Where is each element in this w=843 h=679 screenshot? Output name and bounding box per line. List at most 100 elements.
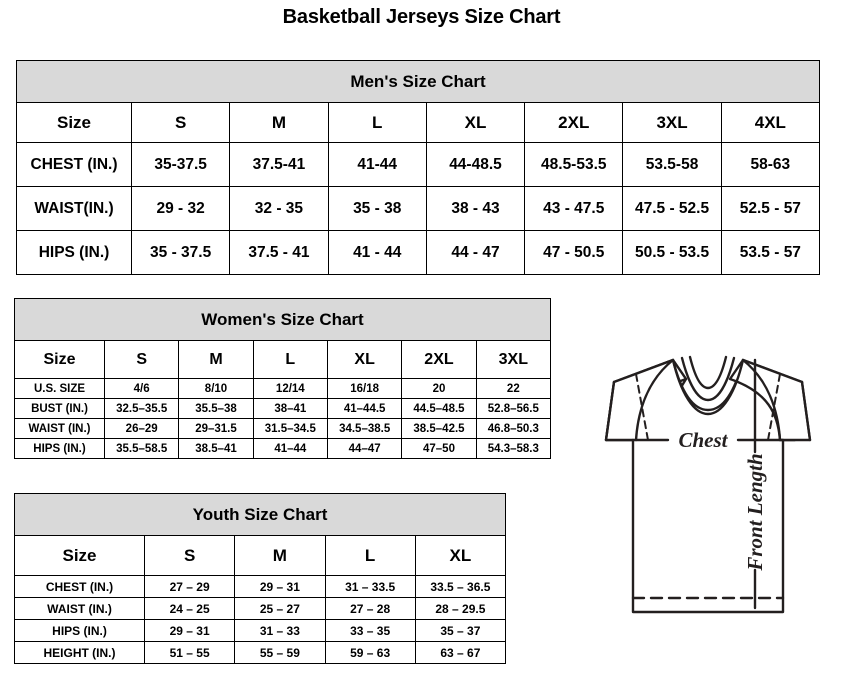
- column-header-xl: XL: [326, 340, 403, 379]
- row-label-us-size: U.S. SIZE: [14, 378, 105, 399]
- cell-hips-3xl: 50.5 - 53.5: [622, 230, 722, 275]
- cell-hips-2xl: 47 - 50.5: [524, 230, 624, 275]
- left-armhole-curve: [634, 358, 675, 442]
- table-row: WAIST (IN.) 24 – 25 25 – 27 27 – 28 28 –…: [14, 597, 507, 620]
- row-label-waist: WAIST(IN.): [16, 186, 132, 231]
- cell-hips-2xl: 47–50: [401, 438, 477, 459]
- table-row: CHEST (IN.) 27 – 29 29 – 31 31 – 33.5 33…: [14, 575, 507, 598]
- cell-waist-xl: 28 – 29.5: [414, 597, 507, 620]
- cell-chest-xl: 33.5 – 36.5: [414, 575, 507, 598]
- right-cuff-dashed-line: [767, 373, 781, 441]
- column-header-3xl: 3XL: [622, 102, 722, 143]
- cell-hips-3xl: 54.3–58.3: [475, 438, 552, 459]
- cell-us-size-l: 12/14: [252, 378, 328, 399]
- cell-waist-xl: 34.5–38.5: [326, 418, 403, 439]
- table-row: HEIGHT (IN.) 51 – 55 55 – 59 59 – 63 63 …: [14, 641, 507, 664]
- cell-bust-xl: 41–44.5: [326, 398, 403, 419]
- cell-waist-2xl: 38.5–42.5: [401, 418, 477, 439]
- neckline-outer: [671, 358, 745, 416]
- cell-chest-l: 41-44: [327, 142, 427, 187]
- table-row: WAIST (IN.) 26–29 29–31.5 31.5–34.5 34.5…: [14, 418, 552, 439]
- cell-height-m: 55 – 59: [234, 641, 326, 664]
- cell-hips-s: 35.5–58.5: [103, 438, 180, 459]
- cell-waist-l: 35 - 38: [327, 186, 427, 231]
- row-label-bust: BUST (IN.): [14, 398, 105, 419]
- cell-hips-xl: 44 - 47: [425, 230, 526, 275]
- cell-hips-s: 29 – 31: [143, 619, 236, 642]
- front-length-measurement-label: Front Length: [743, 453, 767, 571]
- cell-hips-xl: 44–47: [326, 438, 403, 459]
- cell-chest-xl: 44-48.5: [425, 142, 526, 187]
- column-header-size: Size: [14, 340, 105, 379]
- chest-measurement-label: Chest: [678, 428, 728, 452]
- column-header-s: S: [143, 535, 236, 576]
- womens-chart-caption: Women's Size Chart: [14, 298, 551, 341]
- cell-bust-l: 38–41: [252, 398, 328, 419]
- left-cuff-edge: [604, 380, 616, 442]
- cell-height-xl: 63 – 67: [414, 641, 507, 664]
- column-header-2xl: 2XL: [524, 102, 624, 143]
- cell-waist-3xl: 47.5 - 52.5: [622, 186, 722, 231]
- column-header-3xl: 3XL: [475, 340, 552, 379]
- cell-hips-4xl: 53.5 - 57: [720, 230, 821, 275]
- cell-waist-m: 25 – 27: [234, 597, 326, 620]
- cell-bust-3xl: 52.8–56.5: [475, 398, 552, 419]
- row-label-height: HEIGHT (IN.): [14, 641, 145, 664]
- row-label-hips: HIPS (IN.): [16, 230, 132, 275]
- table-header-row: Size S M L XL: [14, 535, 507, 576]
- mens-chart-caption: Men's Size Chart: [16, 60, 820, 103]
- youth-chart-caption: Youth Size Chart: [14, 493, 506, 536]
- cell-hips-l: 41–44: [252, 438, 328, 459]
- cell-bust-m: 35.5–38: [178, 398, 254, 419]
- column-header-l: L: [327, 102, 427, 143]
- womens-size-chart-table: Women's Size Chart Size S M L XL 2XL 3XL…: [14, 298, 552, 459]
- column-header-s: S: [130, 102, 231, 143]
- cell-waist-l: 31.5–34.5: [252, 418, 328, 439]
- neckline-band: [688, 355, 728, 390]
- cell-waist-s: 26–29: [103, 418, 180, 439]
- cell-chest-3xl: 53.5-58: [622, 142, 722, 187]
- row-label-chest: CHEST (IN.): [16, 142, 132, 187]
- cell-chest-2xl: 48.5-53.5: [524, 142, 624, 187]
- cell-hips-m: 37.5 - 41: [229, 230, 329, 275]
- cell-bust-s: 32.5–35.5: [103, 398, 180, 419]
- cell-us-size-m: 8/10: [178, 378, 254, 399]
- table-row: WAIST(IN.) 29 - 32 32 - 35 35 - 38 38 - …: [16, 186, 821, 231]
- column-header-l: L: [324, 535, 416, 576]
- cell-hips-m: 31 – 33: [234, 619, 326, 642]
- mens-size-chart-table: Men's Size Chart Size S M L XL 2XL 3XL 4…: [16, 60, 821, 275]
- cell-us-size-xl: 16/18: [326, 378, 403, 399]
- cell-chest-m: 29 – 31: [234, 575, 326, 598]
- table-header-row: Size S M L XL 2XL 3XL 4XL: [16, 102, 821, 143]
- table-row: HIPS (IN.) 35 - 37.5 37.5 - 41 41 - 44 4…: [16, 230, 821, 275]
- cell-waist-3xl: 46.8–50.3: [475, 418, 552, 439]
- youth-size-chart-table: Youth Size Chart Size S M L XL CHEST (IN…: [14, 493, 507, 664]
- table-caption-row: Men's Size Chart: [16, 60, 820, 103]
- cell-waist-m: 32 - 35: [229, 186, 329, 231]
- cell-chest-s: 35-37.5: [130, 142, 231, 187]
- column-header-s: S: [103, 340, 180, 379]
- cell-waist-m: 29–31.5: [178, 418, 254, 439]
- cell-waist-xl: 38 - 43: [425, 186, 526, 231]
- cell-chest-s: 27 – 29: [143, 575, 236, 598]
- row-label-hips: HIPS (IN.): [14, 438, 105, 459]
- row-label-hips: HIPS (IN.): [14, 619, 145, 642]
- cell-waist-4xl: 52.5 - 57: [720, 186, 821, 231]
- cell-us-size-s: 4/6: [103, 378, 180, 399]
- cell-chest-l: 31 – 33.5: [324, 575, 416, 598]
- table-row: BUST (IN.) 32.5–35.5 35.5–38 38–41 41–44…: [14, 398, 552, 419]
- table-row: HIPS (IN.) 35.5–58.5 38.5–41 41–44 44–47…: [14, 438, 552, 459]
- page-title: Basketball Jerseys Size Chart: [282, 6, 561, 28]
- cell-chest-m: 37.5-41: [229, 142, 329, 187]
- column-header-l: L: [252, 340, 328, 379]
- right-cuff-edge: [800, 380, 812, 442]
- cell-chest-4xl: 58-63: [720, 142, 821, 187]
- table-header-row: Size S M L XL 2XL 3XL: [14, 340, 552, 379]
- table-caption-row: Youth Size Chart: [14, 493, 506, 536]
- table-row: U.S. SIZE 4/6 8/10 12/14 16/18 20 22: [14, 378, 552, 399]
- column-header-2xl: 2XL: [401, 340, 477, 379]
- cell-hips-xl: 35 – 37: [414, 619, 507, 642]
- cell-waist-2xl: 43 - 47.5: [524, 186, 624, 231]
- column-header-xl: XL: [425, 102, 526, 143]
- column-header-m: M: [229, 102, 329, 143]
